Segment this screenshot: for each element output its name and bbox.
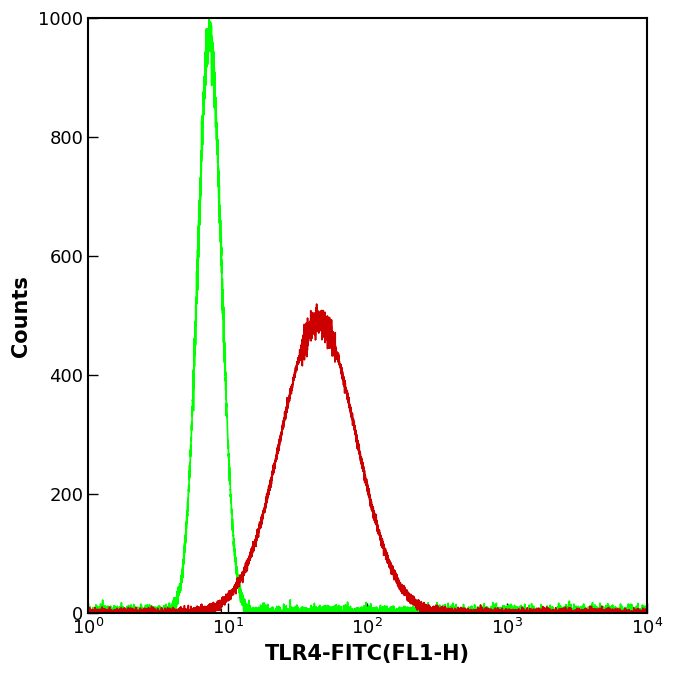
X-axis label: TLR4-FITC(FL1-H): TLR4-FITC(FL1-H): [265, 644, 470, 664]
Y-axis label: Counts: Counts: [11, 275, 31, 356]
